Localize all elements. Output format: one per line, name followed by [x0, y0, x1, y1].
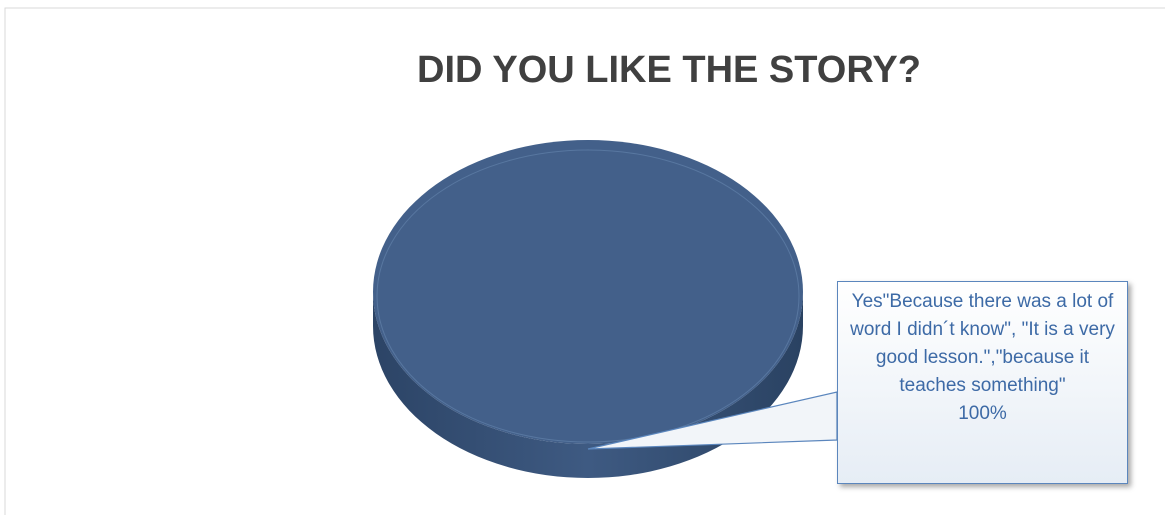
chart-title: DID YOU LIKE THE STORY?	[417, 49, 921, 91]
pie-slice	[373, 140, 803, 444]
pie-highlight	[376, 149, 800, 443]
value-label: 100%	[958, 403, 1007, 424]
data-label: Yes"Because there was a lot of word I di…	[837, 281, 1128, 484]
category-label: Yes"Because there was a lot of word I di…	[850, 291, 1115, 396]
